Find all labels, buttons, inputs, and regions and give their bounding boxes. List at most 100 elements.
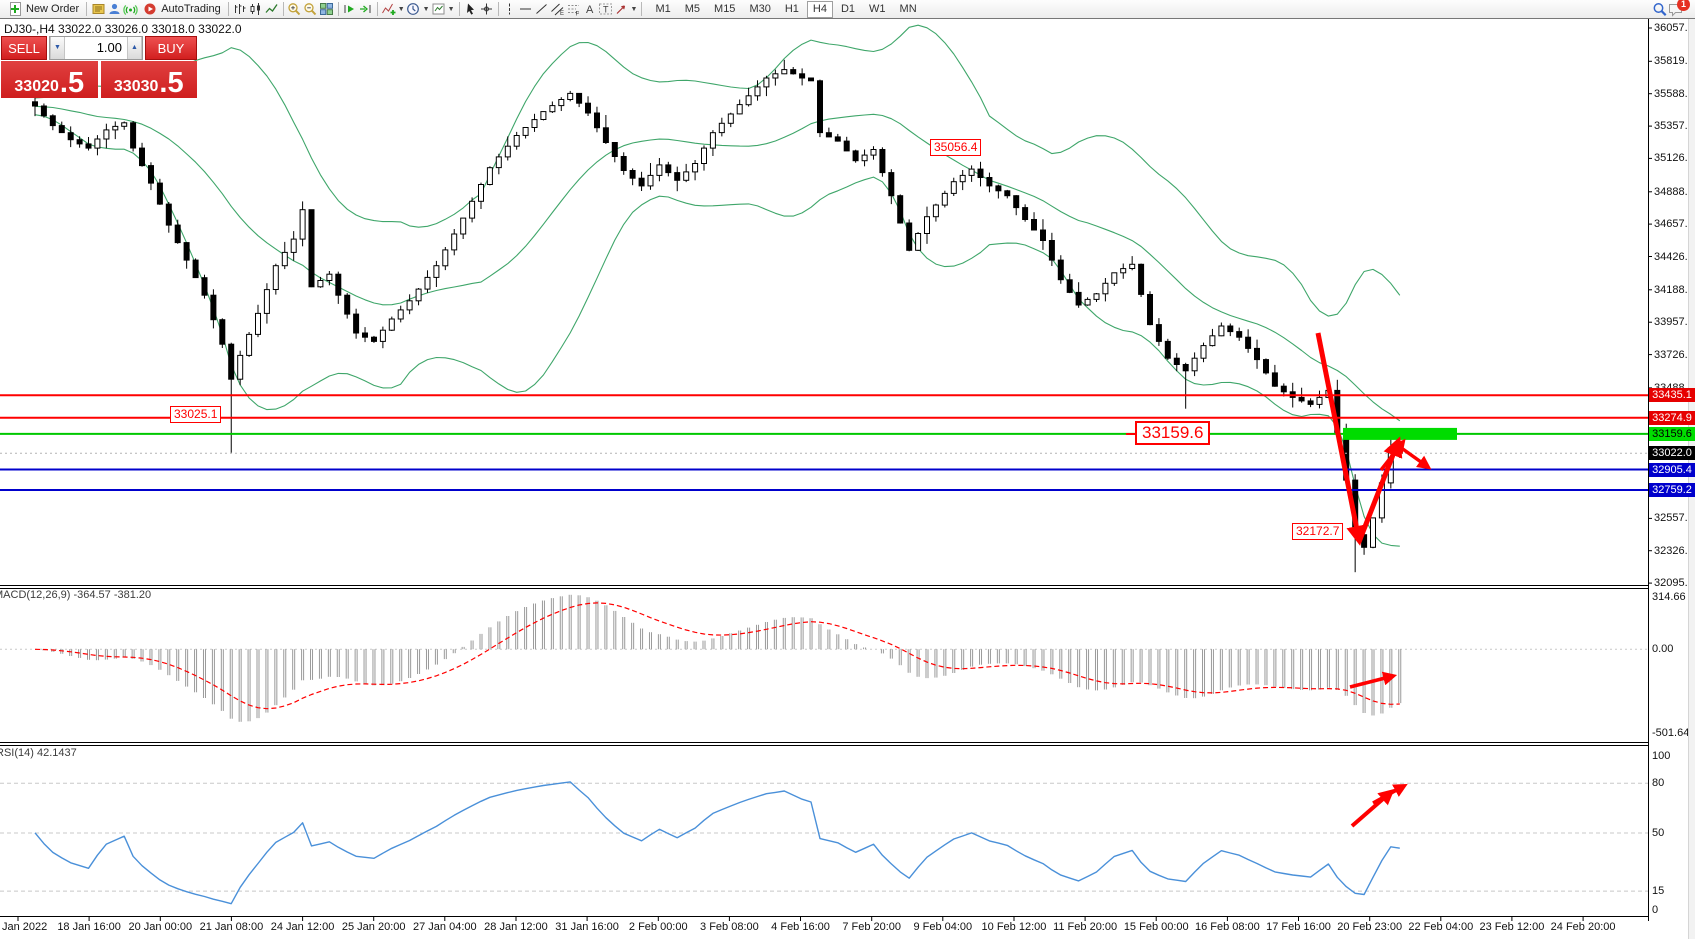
buy-price-frac: .5 [159,67,184,100]
arrows-dropdown-caret[interactable]: ▼ [630,5,638,13]
indicators-icon[interactable] [381,2,397,17]
price-tick-label: 35357.0 [1654,120,1694,133]
price-tick-label: 36057.0 [1654,22,1694,34]
sell-price-box[interactable]: 33020 .5 [1,61,98,98]
timeframe-h4[interactable]: H4 [806,0,833,18]
timeframe-h1[interactable]: H1 [784,2,799,15]
volume-increase-button[interactable]: ▲ [127,37,142,59]
price-flag[interactable]: 32172.7 [1292,523,1344,540]
price-tag: 32905.4 [1649,462,1695,477]
accounts-icon[interactable] [106,2,122,17]
horizontal-line-icon[interactable] [518,2,534,17]
sell-price-frac: .5 [59,67,85,100]
chart-shift-icon[interactable] [358,2,374,17]
periods-icon[interactable] [406,2,422,17]
autotrading-button[interactable]: AutoTrading [138,1,225,18]
svg-text:E: E [560,11,564,16]
fibonacci-icon[interactable]: F [566,2,582,17]
price-flag[interactable]: 33025.1 [170,406,222,423]
volume-input[interactable]: 1.00 [96,40,122,55]
crosshair-icon[interactable] [479,2,495,17]
timeframe-group: M1 M5 M15 M30 H1 H4 D1 W1 MN [649,0,922,18]
timeframe-m1[interactable]: M1 [655,2,671,15]
price-tick-label: 35126.0 [1654,152,1694,165]
zoom-out-icon[interactable] [303,2,319,17]
notifications-icon[interactable]: 1 [1668,0,1690,17]
time-label: 10 Feb 12:00 [981,921,1047,933]
price-tick-label: 34888.0 [1654,185,1694,198]
zoom-in-icon[interactable] [287,2,303,17]
cursor-icon[interactable] [463,2,479,17]
price-tick-label: 33957.0 [1654,316,1694,329]
templates-icon[interactable] [431,2,447,17]
time-label: 24 Feb 20:00 [1550,921,1616,933]
macd-axis-label: 0.00 [1652,643,1674,655]
rsi-axis-label: 100 [1652,750,1671,762]
time-label: Jan 2022 [2,921,48,933]
toolbar-separator [497,2,499,16]
signals-icon[interactable] [122,2,138,17]
timeframe-m15[interactable]: M15 [714,2,736,15]
time-label: 20 Jan 00:00 [128,921,193,933]
auto-scroll-icon[interactable] [342,2,358,17]
toolbar-separator [458,2,460,16]
price-tick-label: 32557.0 [1654,512,1694,525]
time-label: 28 Jan 12:00 [484,921,548,933]
time-label: 22 Feb 04:00 [1408,921,1474,933]
history-icon[interactable] [90,2,106,17]
price-flag[interactable]: 35056.4 [930,139,982,156]
line-chart-icon[interactable] [264,2,280,17]
macd-axis-label: -501.64 [1652,727,1690,739]
main-toolbar: New Order AutoTrading [0,0,1695,19]
timeframe-m30[interactable]: M30 [749,2,771,15]
time-label: 9 Feb 04:00 [913,921,973,933]
search-icon[interactable] [1652,2,1668,17]
price-tick-label: 34426.0 [1654,250,1694,263]
new-order-label: New Order [26,3,80,15]
window-right-strip [1688,19,1695,939]
chart-title: DJ30-,H4 33022.0 33026.0 33018.0 33022.0 [4,22,242,36]
arrows-tool-icon[interactable] [614,2,630,17]
timeframe-w1[interactable]: W1 [869,2,886,15]
timeframe-mn[interactable]: MN [899,2,917,15]
new-order-icon [7,2,23,17]
timeframe-m5[interactable]: M5 [684,2,701,15]
time-label: 15 Feb 00:00 [1123,921,1189,933]
templates-dropdown-caret[interactable]: ▼ [447,5,455,13]
time-label: 24 Jan 12:00 [270,921,335,933]
trendline-icon[interactable] [534,2,550,17]
buy-price-box[interactable]: 33030 .5 [100,61,197,100]
time-label: 17 Feb 16:00 [1266,921,1331,933]
svg-text:F: F [576,12,580,17]
autotrading-label: AutoTrading [161,3,221,15]
buy-button[interactable]: BUY [145,36,197,60]
svg-text:A: A [586,4,594,16]
price-tick-label: 35819.0 [1654,55,1694,68]
bar-chart-icon[interactable] [232,2,248,17]
text-icon[interactable]: A [582,2,598,17]
indicators-dropdown-caret[interactable]: ▼ [397,5,405,13]
time-label: 23 Feb 12:00 [1479,921,1545,933]
price-tag: 33274.9 [1649,410,1695,425]
time-label: 21 Jan 08:00 [199,921,264,933]
tile-windows-icon[interactable] [319,2,335,17]
periods-dropdown-caret[interactable]: ▼ [422,5,430,13]
price-flag[interactable]: 33159.6 [1125,421,1211,445]
price-tag: 33159.6 [1649,426,1695,441]
vertical-line-icon[interactable] [502,2,518,17]
equidistant-channel-icon[interactable]: E [550,2,566,17]
macd-axis-label: 314.66 [1652,591,1686,603]
time-label: 27 Jan 04:00 [413,921,477,933]
timeframe-d1[interactable]: D1 [840,2,856,15]
text-label-icon[interactable]: T [598,2,614,17]
new-order-button[interactable]: New Order [3,1,83,18]
price-tag: 33022.0 [1649,446,1695,461]
candlestick-chart-icon[interactable] [248,2,264,17]
rsi-axis-label: 80 [1652,777,1665,789]
price-tick-label: 35588.0 [1654,87,1694,100]
volume-decrease-button[interactable]: ▼ [50,37,65,59]
time-label: 31 Jan 16:00 [555,921,619,933]
sell-button[interactable]: SELL [1,36,47,60]
time-label: 2 Feb 00:00 [628,921,688,933]
